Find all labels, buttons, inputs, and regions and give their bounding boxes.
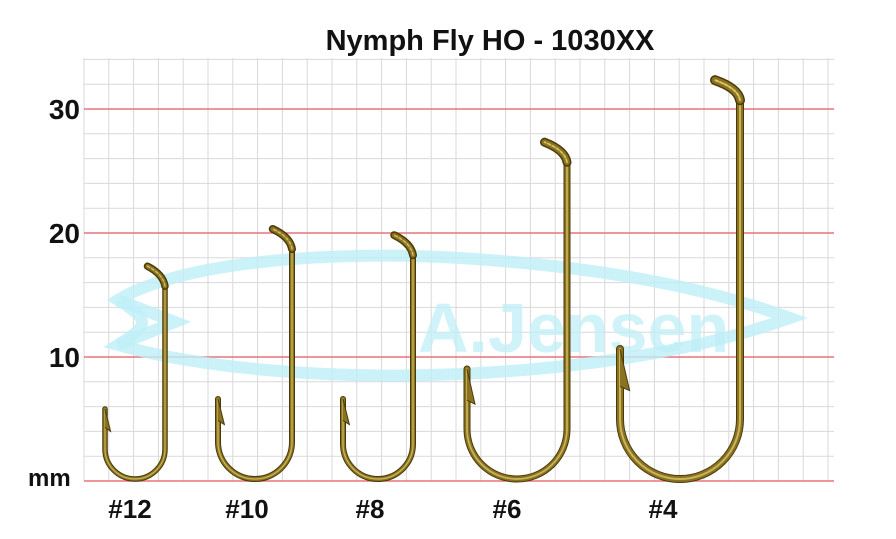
hook-highlight [466,159,568,480]
hook-size-label: #10 [225,494,268,524]
y-tick-label: 30 [49,94,80,125]
hook-size-12 [102,262,169,482]
hook-wire [341,251,415,481]
watermark-text: A.Jensen [418,289,729,367]
hook-eye-ridges [393,234,414,256]
watermark-fish-tail [115,294,192,351]
hook-highlight [619,97,741,480]
hook-outline [340,250,416,482]
hook-size-6 [463,137,572,483]
hook-eye-ridges [272,228,293,250]
hook-highlight [342,252,414,480]
watermark-logo: A.Jensen [103,249,808,382]
hook-eye-ridges [543,141,568,164]
hook-barb [104,408,112,433]
unit-label: mm [28,465,71,492]
y-axis-labels: 10 20 30 [49,94,80,373]
hook-highlight [104,283,166,480]
hook-barb [466,368,476,406]
hook-size-label: #8 [356,494,385,524]
hook-size-4 [616,75,745,483]
hooks [102,75,745,483]
hook-size-labels: #12 #10 #8 #6 #4 [108,494,678,524]
y-tick-label: 10 [49,342,80,373]
hook-eye-ridges [146,265,166,287]
hook-barb [342,398,351,426]
chart-title: Nymph Fly HO - 1030XX [326,25,655,57]
hook-size-10 [215,225,296,482]
hook-eye-ridges [714,79,741,102]
hook-size-label: #4 [649,494,678,524]
hook-size-label: #6 [493,494,522,524]
y-tick-label: 20 [49,218,80,249]
hook-size-8 [340,231,417,482]
watermark-fish-shape [103,249,808,382]
hook-barb [619,348,631,392]
hook-highlight [217,246,293,480]
hook-size-label: #12 [108,494,151,524]
hook-barb [217,398,226,426]
grid [83,58,834,482]
